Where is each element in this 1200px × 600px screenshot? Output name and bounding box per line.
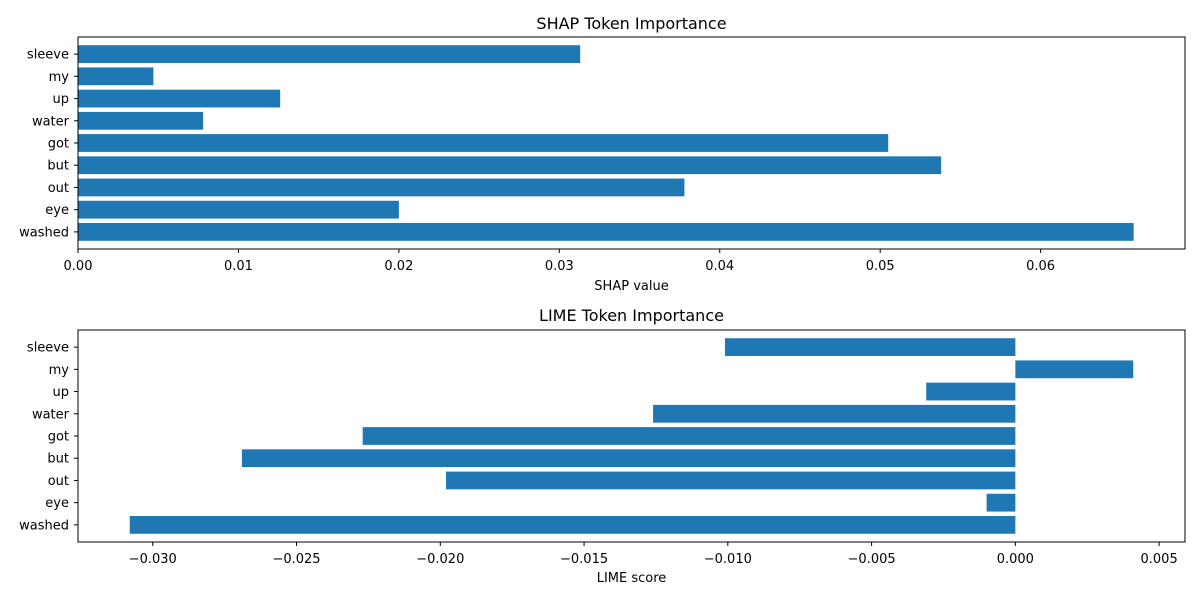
shap-y-tick-label: up xyxy=(53,92,70,107)
lime-x-tick-label: −0.020 xyxy=(416,552,464,567)
lime-y-tick-label: sleeve xyxy=(27,341,69,356)
shap-chart-title: SHAP Token Importance xyxy=(536,14,726,33)
shap-x-ticks: 0.00 0.01 0.02 0.03 0.04 0.05 0.06 xyxy=(64,249,1055,274)
lime-bar-but xyxy=(241,449,1016,468)
shap-bar-out xyxy=(78,178,685,197)
shap-bar-but xyxy=(78,156,942,175)
lime-x-tick-label: −0.005 xyxy=(848,552,896,567)
lime-x-axis-label: LIME score xyxy=(597,571,667,586)
shap-bars xyxy=(78,45,1134,241)
shap-x-tick-label: 0.00 xyxy=(64,259,93,274)
lime-x-tick-label: 0.005 xyxy=(1141,552,1178,567)
lime-y-tick-label: but xyxy=(47,452,69,467)
shap-y-tick-label: my xyxy=(49,70,70,85)
shap-x-axis-label: SHAP value xyxy=(594,279,668,294)
shap-y-tick-label: but xyxy=(47,159,69,174)
shap-y-tick-label: washed xyxy=(19,225,69,240)
lime-chart: LIME Token Importance sleeve my up water got… xyxy=(19,306,1186,586)
lime-y-tick-label: up xyxy=(53,385,70,400)
lime-bar-water xyxy=(653,404,1016,423)
shap-x-tick-label: 0.06 xyxy=(1026,259,1055,274)
shap-bar-up xyxy=(78,89,281,108)
shap-y-tick-label: sleeve xyxy=(27,48,69,63)
shap-bar-got xyxy=(78,134,889,152)
lime-bar-eye xyxy=(986,493,1016,512)
lime-y-ticks: sleeve my up water got but out eye washed xyxy=(19,341,78,533)
shap-y-tick-label: water xyxy=(32,114,70,129)
shap-x-tick-label: 0.01 xyxy=(224,259,253,274)
lime-bars xyxy=(129,338,1134,534)
lime-plot-frame xyxy=(77,329,1186,543)
lime-bar-out xyxy=(446,471,1016,490)
shap-bar-washed xyxy=(78,223,1134,241)
lime-y-tick-label: washed xyxy=(19,518,69,533)
lime-y-tick-label: out xyxy=(48,474,69,489)
lime-y-tick-label: my xyxy=(49,363,70,378)
lime-bar-washed xyxy=(129,516,1016,534)
lime-bar-got xyxy=(362,427,1016,445)
lime-bar-up xyxy=(926,382,1016,401)
shap-bar-my xyxy=(78,67,154,86)
lime-x-tick-label: −0.015 xyxy=(560,552,608,567)
shap-bar-water xyxy=(78,111,204,130)
shap-bar-eye xyxy=(78,200,399,219)
shap-plot-frame xyxy=(77,36,1186,250)
shap-y-tick-label: eye xyxy=(45,203,69,218)
lime-x-tick-label: 0.000 xyxy=(997,552,1034,567)
lime-bar-sleeve xyxy=(724,338,1016,356)
lime-x-tick-label: −0.030 xyxy=(129,552,177,567)
lime-y-tick-label: got xyxy=(48,430,69,445)
shap-x-tick-label: 0.05 xyxy=(866,259,895,274)
lime-x-tick-label: −0.010 xyxy=(704,552,752,567)
shap-bar-sleeve xyxy=(78,45,581,63)
shap-x-tick-label: 0.04 xyxy=(705,259,734,274)
shap-x-tick-label: 0.02 xyxy=(384,259,413,274)
shap-y-tick-label: got xyxy=(48,137,69,152)
lime-x-tick-label: −0.025 xyxy=(272,552,320,567)
shap-x-tick-label: 0.03 xyxy=(545,259,574,274)
lime-chart-title: LIME Token Importance xyxy=(539,306,724,325)
shap-chart: SHAP Token Importance sleeve my up water got… xyxy=(19,14,1186,294)
lime-x-ticks: −0.030 −0.025 −0.020 −0.015 −0.010 −0.005 0.00… xyxy=(129,542,1178,567)
shap-y-ticks: sleeve my up water got but out eye washed xyxy=(19,48,78,240)
shap-y-tick-label: out xyxy=(48,181,69,196)
lime-y-tick-label: water xyxy=(32,407,70,422)
lime-y-tick-label: eye xyxy=(45,496,69,511)
lime-bar-my xyxy=(1015,360,1134,379)
